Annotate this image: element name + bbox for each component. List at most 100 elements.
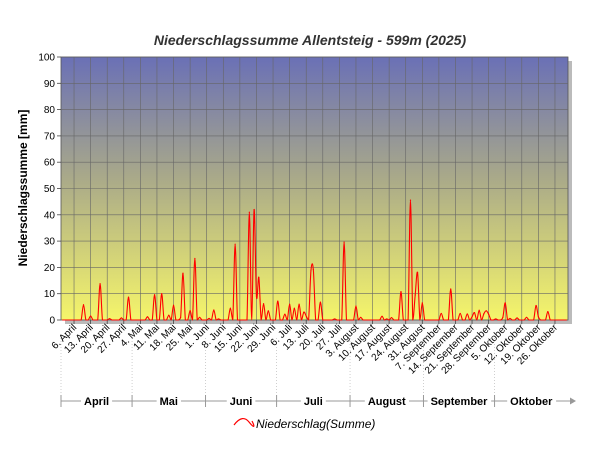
data-point xyxy=(293,307,295,309)
legend-label: Niederschlag(Summe) xyxy=(256,417,375,431)
data-point xyxy=(310,269,312,272)
y-tick-label: 80 xyxy=(44,105,56,116)
grid xyxy=(61,56,568,321)
data-point xyxy=(305,315,307,317)
y-tick-label: 40 xyxy=(44,210,56,221)
data-point xyxy=(182,272,184,274)
data-point xyxy=(189,309,191,312)
y-tick-label: 10 xyxy=(44,289,56,300)
data-point xyxy=(409,199,412,201)
month-label-bg xyxy=(364,394,410,408)
data-point xyxy=(153,294,156,296)
data-point xyxy=(478,309,480,311)
data-point xyxy=(258,276,260,278)
month-axis-arrow-icon xyxy=(570,397,576,405)
data-point xyxy=(82,304,85,306)
data-point xyxy=(312,268,314,271)
data-point xyxy=(146,316,149,318)
data-point xyxy=(253,208,255,211)
data-point xyxy=(450,288,452,290)
month-label: Oktober xyxy=(510,396,553,408)
data-point xyxy=(334,318,336,320)
data-point xyxy=(90,315,92,317)
month-label: April xyxy=(84,396,109,408)
y-tick-label: 60 xyxy=(44,158,56,169)
data-point xyxy=(471,316,473,318)
y-tick-label: 0 xyxy=(49,316,55,327)
month-label-bg xyxy=(156,394,181,408)
month-label: August xyxy=(368,396,406,408)
data-point xyxy=(414,294,416,296)
data-point xyxy=(416,272,419,274)
data-point xyxy=(277,300,279,302)
data-point xyxy=(516,317,518,319)
y-axis-ticks: 0 10 20 30 40 50 60 70 80 90 100 xyxy=(38,53,61,327)
data-point xyxy=(255,295,258,297)
data-point xyxy=(381,315,383,317)
data-point xyxy=(198,316,201,318)
y-tick-label: 70 xyxy=(44,131,56,142)
y-tick-label: 20 xyxy=(44,263,56,274)
data-point xyxy=(168,314,170,316)
month-label: Juli xyxy=(304,396,323,408)
data-point xyxy=(127,296,130,298)
data-point xyxy=(485,310,487,312)
data-point xyxy=(217,318,220,320)
data-point xyxy=(360,316,362,318)
data-point xyxy=(525,316,528,318)
month-label-bg xyxy=(300,394,326,408)
y-axis-label: Niederschlagssumme [mm] xyxy=(16,110,30,267)
y-tick-label: 100 xyxy=(38,53,55,64)
month-label-bg xyxy=(81,394,113,408)
month-label: September xyxy=(431,396,489,408)
data-point xyxy=(120,317,123,319)
legend-line-icon xyxy=(233,418,255,427)
data-point xyxy=(172,304,175,306)
data-point xyxy=(343,241,345,243)
data-point xyxy=(421,302,423,304)
chart-title: Niederschlagssumme Allentsteig - 599m (2… xyxy=(154,32,467,48)
data-point xyxy=(298,303,300,305)
month-label: Mai xyxy=(160,396,178,408)
data-point xyxy=(440,312,442,315)
y-tick-label: 50 xyxy=(44,184,56,195)
month-label-bg xyxy=(226,394,256,408)
data-point xyxy=(267,310,269,312)
month-label: Juni xyxy=(230,396,253,408)
data-point xyxy=(319,301,322,303)
legend: Niederschlag(Summe) xyxy=(233,417,375,431)
data-point xyxy=(108,318,111,320)
data-point xyxy=(509,317,511,320)
data-point xyxy=(504,302,506,304)
data-point xyxy=(488,313,490,315)
data-point xyxy=(161,293,163,295)
month-axis: April Mai Juni Juli August September Oktober xyxy=(60,338,576,408)
data-point xyxy=(234,243,236,245)
data-point xyxy=(194,257,196,260)
data-point xyxy=(180,316,182,318)
data-point xyxy=(99,283,101,285)
data-point xyxy=(483,313,485,315)
data-point xyxy=(466,313,468,315)
y-tick-label: 90 xyxy=(44,79,56,90)
month-label-bg xyxy=(427,394,492,408)
data-point xyxy=(289,303,291,305)
data-point xyxy=(473,312,476,314)
data-point xyxy=(284,313,286,315)
data-point xyxy=(229,307,231,309)
y-tick-label: 30 xyxy=(44,237,56,248)
data-point xyxy=(495,318,497,320)
month-label-bg xyxy=(507,394,557,408)
data-point xyxy=(208,317,210,320)
data-point xyxy=(390,317,393,319)
data-point xyxy=(303,311,305,313)
data-point xyxy=(547,310,549,313)
data-point xyxy=(459,312,461,315)
data-point xyxy=(213,309,215,311)
data-point xyxy=(535,304,537,307)
data-point xyxy=(355,305,357,307)
series xyxy=(62,199,567,321)
data-point xyxy=(537,316,539,318)
data-point xyxy=(502,316,504,318)
